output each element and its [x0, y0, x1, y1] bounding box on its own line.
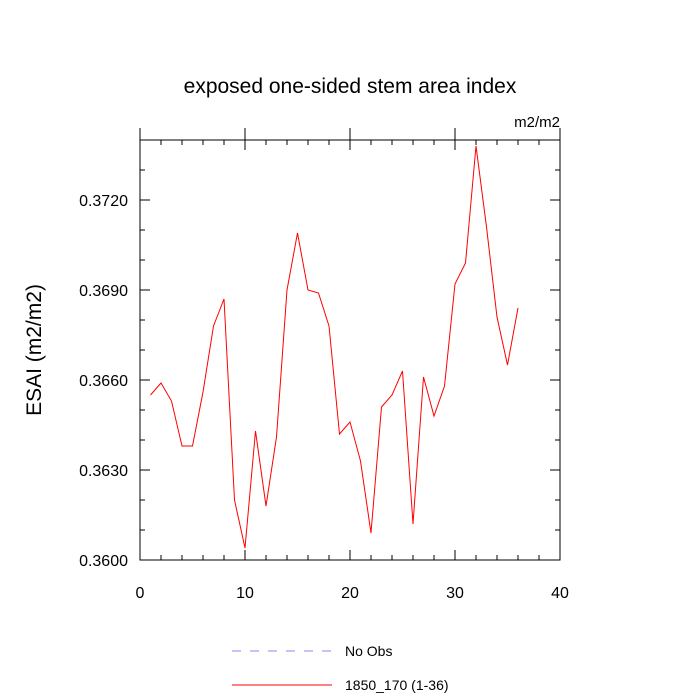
- x-tick-label: 20: [341, 585, 359, 602]
- legend-label: No Obs: [345, 643, 392, 659]
- series-layer: [150, 145, 519, 549]
- plot-frame: [139, 139, 561, 561]
- y-tick-label: 0.3630: [79, 463, 128, 480]
- y-axis-label: ESAI (m2/m2): [23, 284, 46, 416]
- x-tick-label: 0: [136, 585, 145, 602]
- y-axis-ticks: 0.3600 0.3630 0.3660 0.3690 0.3720: [79, 139, 560, 570]
- series-line: [150, 145, 519, 549]
- legend-label: 1850_170 (1-36): [345, 677, 449, 693]
- legend: No Obs 1850_170 (1-36): [232, 643, 449, 693]
- y-tick-label: 0.3660: [79, 373, 128, 390]
- y-tick-label: 0.3600: [79, 553, 128, 570]
- chart-title: exposed one-sided stem area index: [184, 75, 517, 98]
- y-tick-label: 0.3690: [79, 283, 128, 300]
- x-tick-label: 10: [236, 585, 254, 602]
- units-label: m2/m2: [514, 114, 560, 131]
- y-tick-label: 0.3720: [79, 193, 128, 210]
- x-tick-label: 30: [446, 585, 464, 602]
- x-axis-ticks: 0 10 20 30 40: [136, 128, 569, 602]
- x-tick-label: 40: [551, 585, 569, 602]
